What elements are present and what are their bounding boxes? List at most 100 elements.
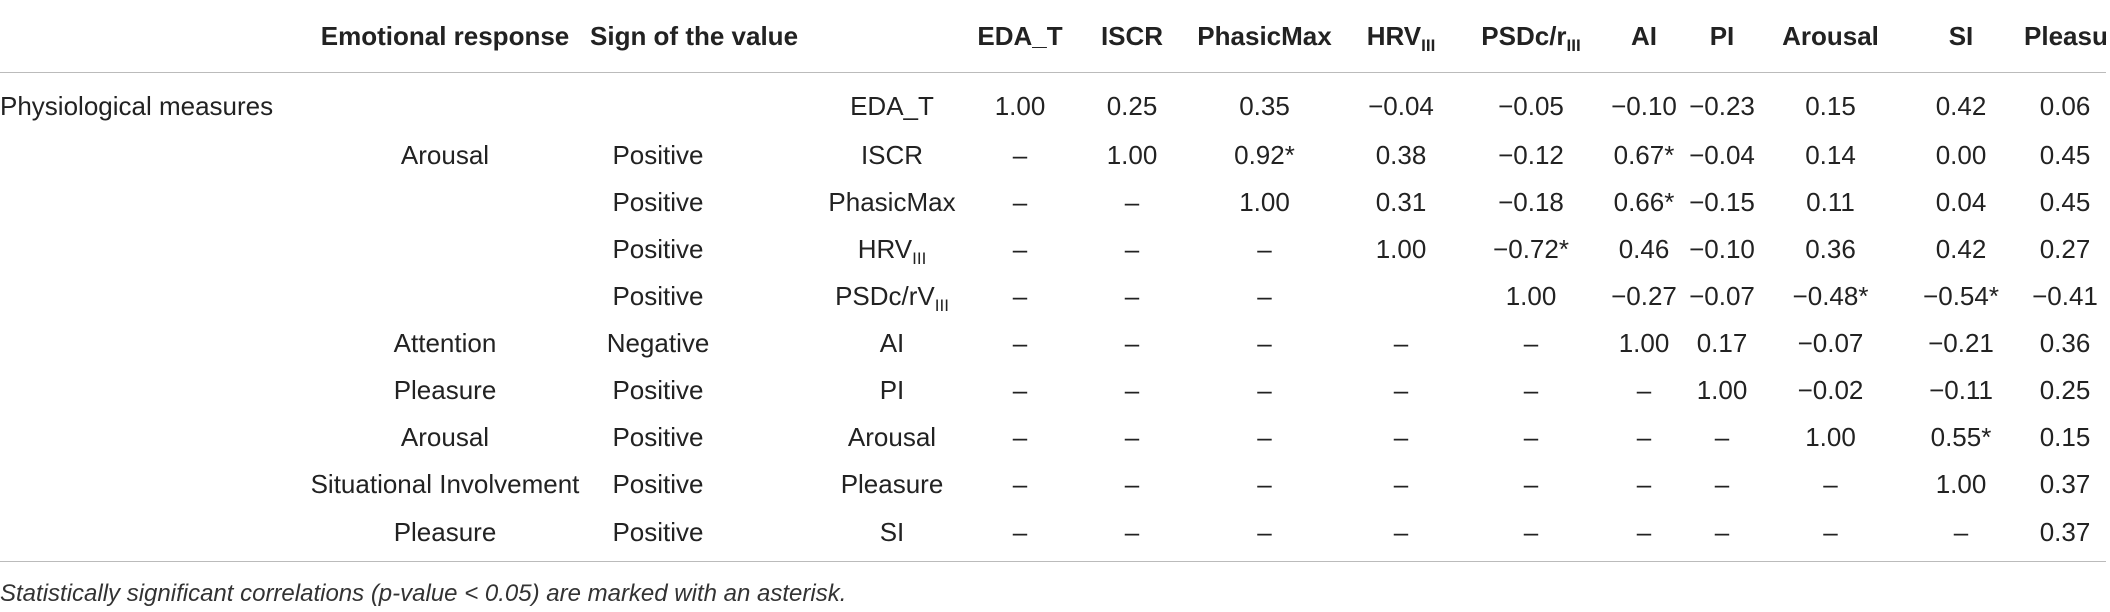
- sign-cell: Positive: [590, 367, 826, 414]
- row-group-cell: [0, 132, 300, 179]
- value-cell: −0.54*: [1898, 273, 2024, 320]
- value-cell-text: −0.18: [1498, 187, 1564, 217]
- header-col-iscr: ISCR: [1082, 0, 1182, 73]
- row-group-cell: [0, 367, 300, 414]
- sign-cell: Negative: [590, 320, 826, 367]
- value-cell: 0.25: [2024, 367, 2106, 414]
- table-row: Situational Involvement Positive Pleasure –…: [0, 461, 2106, 508]
- value-cell: –: [1082, 367, 1182, 414]
- sign-cell: Positive: [590, 132, 826, 179]
- value-cell: –: [958, 367, 1082, 414]
- value-cell: 0.37: [2024, 461, 2106, 508]
- value-cell-text: −0.05: [1498, 91, 1564, 121]
- value-cell: –: [1607, 461, 1681, 508]
- value-cell: 1.00: [1182, 179, 1347, 226]
- value-cell: –: [1455, 508, 1607, 562]
- value-cell-text: –: [1012, 187, 1028, 217]
- measure-cell: PI: [826, 367, 958, 414]
- value-cell: 0.35: [1182, 73, 1347, 133]
- value-cell-text: 0.31: [1375, 187, 1427, 217]
- value-cell-text: 0.38: [1375, 140, 1427, 170]
- value-cell: –: [1347, 461, 1455, 508]
- measure-cell-text: Pleasure: [840, 469, 944, 499]
- value-cell-text: –: [1714, 517, 1730, 547]
- value-cell: –: [1182, 508, 1347, 562]
- value-cell: –: [1182, 461, 1347, 508]
- measure-cell-text: SI: [879, 517, 905, 547]
- value-cell-text: 0.04: [1935, 187, 1987, 217]
- table-body: Physiological measures EDA_T 1.00 0.25 0.35 −…: [0, 73, 2106, 562]
- value-cell-text: –: [1012, 422, 1028, 452]
- value-cell-text: –: [1257, 517, 1272, 547]
- value-cell-text: –: [1012, 281, 1028, 311]
- value-cell-text: –: [1124, 234, 1140, 264]
- header-col-arousal-text: Arousal: [1782, 20, 1879, 51]
- header-col-hrv-text: HRV: [1366, 20, 1422, 51]
- value-cell: −0.21: [1898, 320, 2024, 367]
- value-cell-text: 0.15: [1805, 91, 1856, 121]
- value-cell: –: [1182, 414, 1347, 461]
- sign-cell: Positive: [590, 179, 826, 226]
- value-cell: –: [1347, 508, 1455, 562]
- value-cell: –: [1347, 414, 1455, 461]
- header-sign-of-value: Sign of the value: [590, 0, 826, 73]
- row-group-cell-text: Physiological measures: [0, 91, 274, 121]
- value-cell: 1.00: [1898, 461, 2024, 508]
- header-col-ai: AI: [1607, 0, 1681, 73]
- measure-cell-subscript: III: [912, 249, 927, 268]
- value-cell: 0.46: [1607, 226, 1681, 273]
- header-emotional-response-text: Emotional response: [320, 20, 570, 51]
- value-cell-text: −0.12: [1498, 140, 1564, 170]
- value-cell-text: −0.27: [1611, 281, 1677, 311]
- value-cell: −0.04: [1347, 73, 1455, 133]
- value-cell: [1347, 273, 1455, 320]
- value-cell-text: –: [1012, 469, 1028, 499]
- sign-cell: Positive: [590, 226, 826, 273]
- value-cell: –: [958, 320, 1082, 367]
- value-cell: 0.45: [2024, 132, 2106, 179]
- value-cell-text: 0.42: [1935, 91, 1987, 121]
- value-cell-text: −0.48*: [1792, 281, 1869, 311]
- header-sign-of-value-text: Sign of the value: [590, 20, 799, 51]
- row-group-cell: [0, 508, 300, 562]
- value-cell: −0.07: [1681, 273, 1763, 320]
- value-cell: –: [958, 414, 1082, 461]
- measure-cell-text: PI: [879, 375, 905, 405]
- value-cell: –: [1607, 508, 1681, 562]
- value-cell: 1.00: [1607, 320, 1681, 367]
- value-cell-text: 0.45: [2039, 140, 2091, 170]
- measure-cell-text: EDA_T: [850, 91, 934, 121]
- table-row: Pleasure Positive PI – – – – – – 1.00 −0.02 −0.11 0.…: [0, 367, 2106, 414]
- value-cell-text: −0.23: [1689, 91, 1755, 121]
- value-cell: 0.11: [1763, 179, 1898, 226]
- measure-cell-text: PSDc/rV: [835, 281, 935, 311]
- value-cell-text: –: [1636, 469, 1652, 499]
- value-cell-text: 0.35: [1239, 91, 1290, 121]
- value-cell: –: [1681, 461, 1763, 508]
- value-cell-text: 0.27: [2039, 234, 2091, 264]
- sign-cell-text: Positive: [612, 234, 704, 264]
- value-cell-text: –: [1257, 328, 1272, 358]
- emotional-response-cell: [300, 179, 590, 226]
- value-cell: 0.36: [2024, 320, 2106, 367]
- value-cell-text: 0.14: [1805, 140, 1856, 170]
- header-row: Emotional response Sign of the value EDA_T…: [0, 0, 2106, 73]
- sign-cell: Positive: [590, 273, 826, 320]
- measure-cell: EDA_T: [826, 73, 958, 133]
- value-cell: –: [1455, 414, 1607, 461]
- value-cell-text: –: [1823, 469, 1838, 499]
- value-cell: 0.55*: [1898, 414, 2024, 461]
- value-cell: –: [958, 132, 1082, 179]
- value-cell-text: –: [1124, 375, 1140, 405]
- header-col-hrv-subscript: III: [1421, 35, 1436, 55]
- value-cell: –: [1182, 367, 1347, 414]
- value-cell-text: −0.04: [1689, 140, 1755, 170]
- value-cell-text: –: [1523, 328, 1539, 358]
- value-cell-text: −0.07: [1797, 328, 1864, 358]
- value-cell: −0.11: [1898, 367, 2024, 414]
- value-cell: 0.15: [1763, 73, 1898, 133]
- value-cell: –: [1455, 320, 1607, 367]
- value-cell-text: 0.36: [1805, 234, 1856, 264]
- sign-cell: Positive: [590, 461, 826, 508]
- emotional-response-cell: Pleasure: [300, 367, 590, 414]
